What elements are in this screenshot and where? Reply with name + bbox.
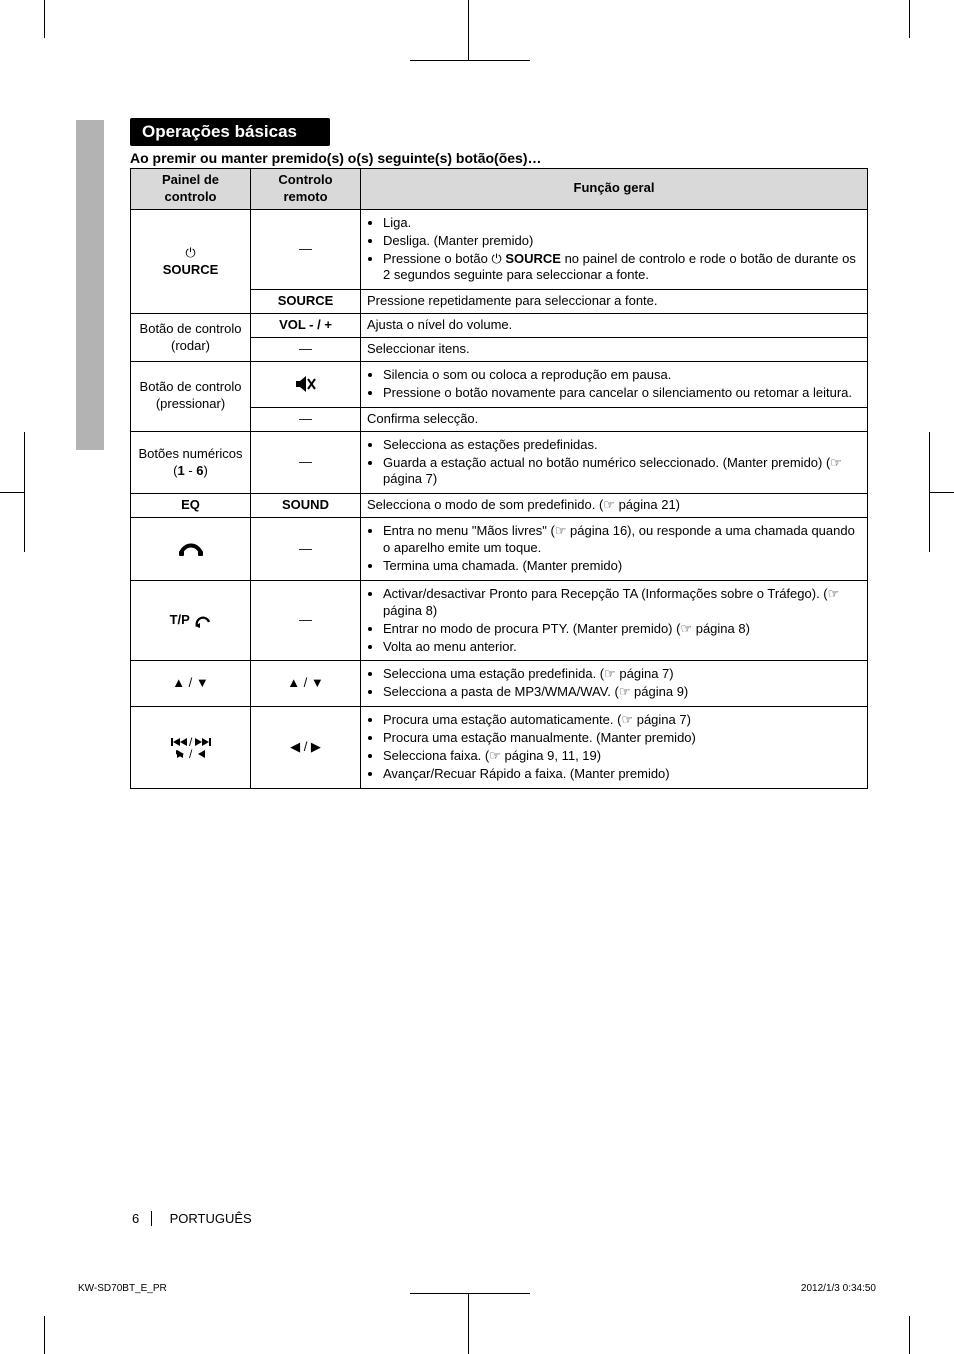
subheading: Ao premir ou manter premido(s) o(s) segu… <box>130 150 868 166</box>
function-item: Entra no menu "Mãos livres" (☞ página 16… <box>383 523 861 557</box>
panel-cell: ⏻SOURCE <box>131 209 251 313</box>
crop-mark <box>909 0 910 38</box>
section-title: Operações básicas <box>130 118 330 146</box>
page: Operações básicas Ao premir ou manter pr… <box>0 0 954 1354</box>
page-footer: 6 PORTUGUÊS <box>132 1211 252 1226</box>
remote-cell: — <box>251 518 361 581</box>
panel-cell: T/P <box>131 580 251 661</box>
panel-cell <box>131 518 251 581</box>
function-cell: Selecciona uma estação predefinida. (☞ p… <box>361 661 868 707</box>
function-item: Avançar/Recuar Rápido a faixa. (Manter p… <box>383 766 861 783</box>
function-item: Procura uma estação manualmente. (Manter… <box>383 730 861 747</box>
table-row: — Entra no menu "Mãos livres" (☞ página 1… <box>131 518 868 581</box>
svg-text:/: / <box>189 747 193 760</box>
crop-mark <box>930 492 954 493</box>
table-row: ⏻SOURCE—Liga.Desliga. (Manter premido)Pr… <box>131 209 868 290</box>
remote-cell: ◀ / ▶ <box>251 707 361 789</box>
panel-cell: ▲ / ▼ <box>131 661 251 707</box>
function-item: Selecciona a pasta de MP3/WMA/WAV. (☞ pá… <box>383 684 861 701</box>
th-remote: Controlo remoto <box>251 169 361 210</box>
footer-language: PORTUGUÊS <box>170 1211 252 1226</box>
function-item: Activar/desactivar Pronto para Recepção … <box>383 586 861 620</box>
print-timestamp: 2012/1/3 0:34:50 <box>801 1283 876 1294</box>
panel-cell: EQ <box>131 494 251 518</box>
remote-cell: — <box>251 580 361 661</box>
th-function: Função geral <box>361 169 868 210</box>
remote-cell: SOURCE <box>251 290 361 314</box>
crop-mark <box>410 1293 530 1294</box>
function-cell: Pressione repetidamente para seleccionar… <box>361 290 868 314</box>
function-cell: Activar/desactivar Pronto para Recepção … <box>361 580 868 661</box>
th-panel: Painel de controlo <box>131 169 251 210</box>
table-row: Botão de controlo (pressionar)Silencia o… <box>131 362 868 408</box>
function-item: Desliga. (Manter premido) <box>383 233 861 250</box>
content-area: Operações básicas Ao premir ou manter pr… <box>130 118 868 789</box>
function-item: Selecciona faixa. (☞ página 9, 11, 19) <box>383 748 861 765</box>
remote-cell: ▲ / ▼ <box>251 661 361 707</box>
remote-cell: — <box>251 338 361 362</box>
table-row: T/P — Activar/desactivar Pronto para Rece… <box>131 580 868 661</box>
crop-mark <box>909 1316 910 1354</box>
function-cell: Liga.Desliga. (Manter premido)Pressione … <box>361 209 868 290</box>
table-row: ▲ / ▼▲ / ▼ Selecciona uma estação predefi… <box>131 661 868 707</box>
crop-mark <box>929 432 930 552</box>
panel-cell: // <box>131 707 251 789</box>
remote-cell <box>251 362 361 408</box>
remote-cell: — <box>251 431 361 494</box>
controls-table: Painel de controlo Controlo remoto Funçã… <box>130 168 868 789</box>
function-cell: Ajusta o nível do volume. <box>361 314 868 338</box>
function-item: Guarda a estação actual no botão numéric… <box>383 455 861 489</box>
function-cell: Selecciona as estações predefinidas.Guar… <box>361 431 868 494</box>
remote-cell: SOUND <box>251 494 361 518</box>
function-cell: Procura uma estação automaticamente. (☞ … <box>361 707 868 789</box>
function-item: Volta ao menu anterior. <box>383 639 861 656</box>
function-item: Procura uma estação automaticamente. (☞ … <box>383 712 861 729</box>
panel-cell: Botão de controlo (pressionar) <box>131 362 251 432</box>
function-cell: Entra no menu "Mãos livres" (☞ página 16… <box>361 518 868 581</box>
function-item: Silencia o som ou coloca a reprodução em… <box>383 367 861 384</box>
remote-cell: — <box>251 407 361 431</box>
function-item: Pressione o botão ⏻ SOURCE no painel de … <box>383 251 861 285</box>
doc-id: KW-SD70BT_E_PR <box>78 1283 167 1294</box>
crop-mark <box>468 0 469 60</box>
table-row: //◀ / ▶ Procura uma estação automaticamen… <box>131 707 868 789</box>
remote-cell: — <box>251 209 361 290</box>
function-item: Selecciona uma estação predefinida. (☞ p… <box>383 666 861 683</box>
crop-mark <box>44 0 45 38</box>
crop-mark <box>468 1294 469 1354</box>
edge-tab <box>76 120 104 450</box>
table-row: EQSOUNDSelecciona o modo de som predefin… <box>131 494 868 518</box>
crop-mark <box>0 492 24 493</box>
function-item: Termina uma chamada. (Manter premido) <box>383 558 861 575</box>
crop-mark <box>410 60 530 61</box>
remote-cell: VOL - / + <box>251 314 361 338</box>
function-cell: Seleccionar itens. <box>361 338 868 362</box>
crop-mark <box>24 432 25 552</box>
panel-cell: Botões numéricos(1 - 6) <box>131 431 251 494</box>
page-number: 6 <box>132 1211 152 1226</box>
table-row: Botões numéricos(1 - 6)—Selecciona as es… <box>131 431 868 494</box>
panel-cell: Botão de controlo (rodar) <box>131 314 251 362</box>
table-row: Botão de controlo (rodar)VOL - / +Ajusta… <box>131 314 868 338</box>
function-item: Entrar no modo de procura PTY. (Manter p… <box>383 621 861 638</box>
function-cell: Confirma selecção. <box>361 407 868 431</box>
crop-mark <box>44 1316 45 1354</box>
function-cell: Selecciona o modo de som predefinido. (☞… <box>361 494 868 518</box>
function-item: Selecciona as estações predefinidas. <box>383 437 861 454</box>
table-body: ⏻SOURCE—Liga.Desliga. (Manter premido)Pr… <box>131 209 868 788</box>
function-cell: Silencia o som ou coloca a reprodução em… <box>361 362 868 408</box>
function-item: Liga. <box>383 215 861 232</box>
function-item: Pressione o botão novamente para cancela… <box>383 385 861 402</box>
